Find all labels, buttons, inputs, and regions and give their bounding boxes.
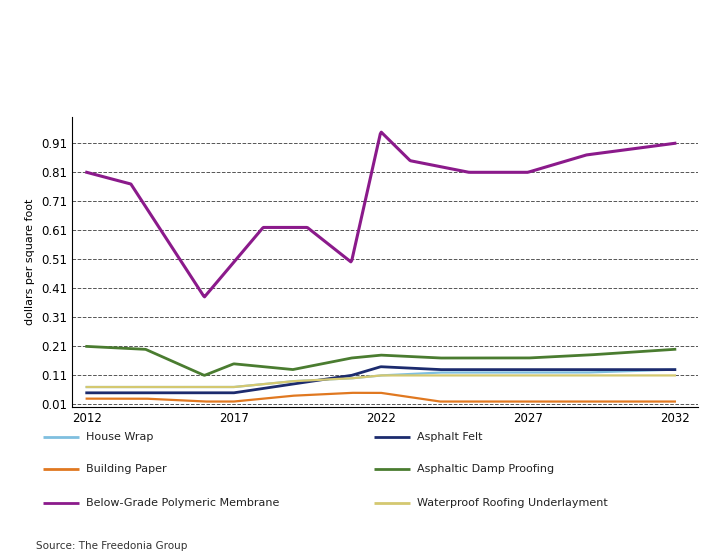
Text: Waterproof Roofing Underlayment: Waterproof Roofing Underlayment <box>417 498 608 508</box>
Text: 2012, 2017, 2022, 2027, & 2032: 2012, 2017, 2022, 2027, & 2032 <box>9 50 220 63</box>
Text: Freedonia: Freedonia <box>588 90 657 103</box>
Text: Source: The Freedonia Group: Source: The Freedonia Group <box>36 541 187 551</box>
Text: House Wrap: House Wrap <box>86 432 153 442</box>
Text: (dollars per square foot): (dollars per square foot) <box>9 71 171 84</box>
Text: Figure 3-3.: Figure 3-3. <box>9 11 81 23</box>
Text: Selected Air & Water Barrier Product Prices,: Selected Air & Water Barrier Product Pri… <box>9 30 304 42</box>
Text: Asphaltic Damp Proofing: Asphaltic Damp Proofing <box>417 464 554 474</box>
Text: Building Paper: Building Paper <box>86 464 166 474</box>
Text: Below-Grade Polymeric Membrane: Below-Grade Polymeric Membrane <box>86 498 279 508</box>
Y-axis label: dollars per square foot: dollars per square foot <box>25 199 35 325</box>
Text: Asphalt Felt: Asphalt Felt <box>417 432 482 442</box>
Text: ®: ® <box>676 88 683 94</box>
